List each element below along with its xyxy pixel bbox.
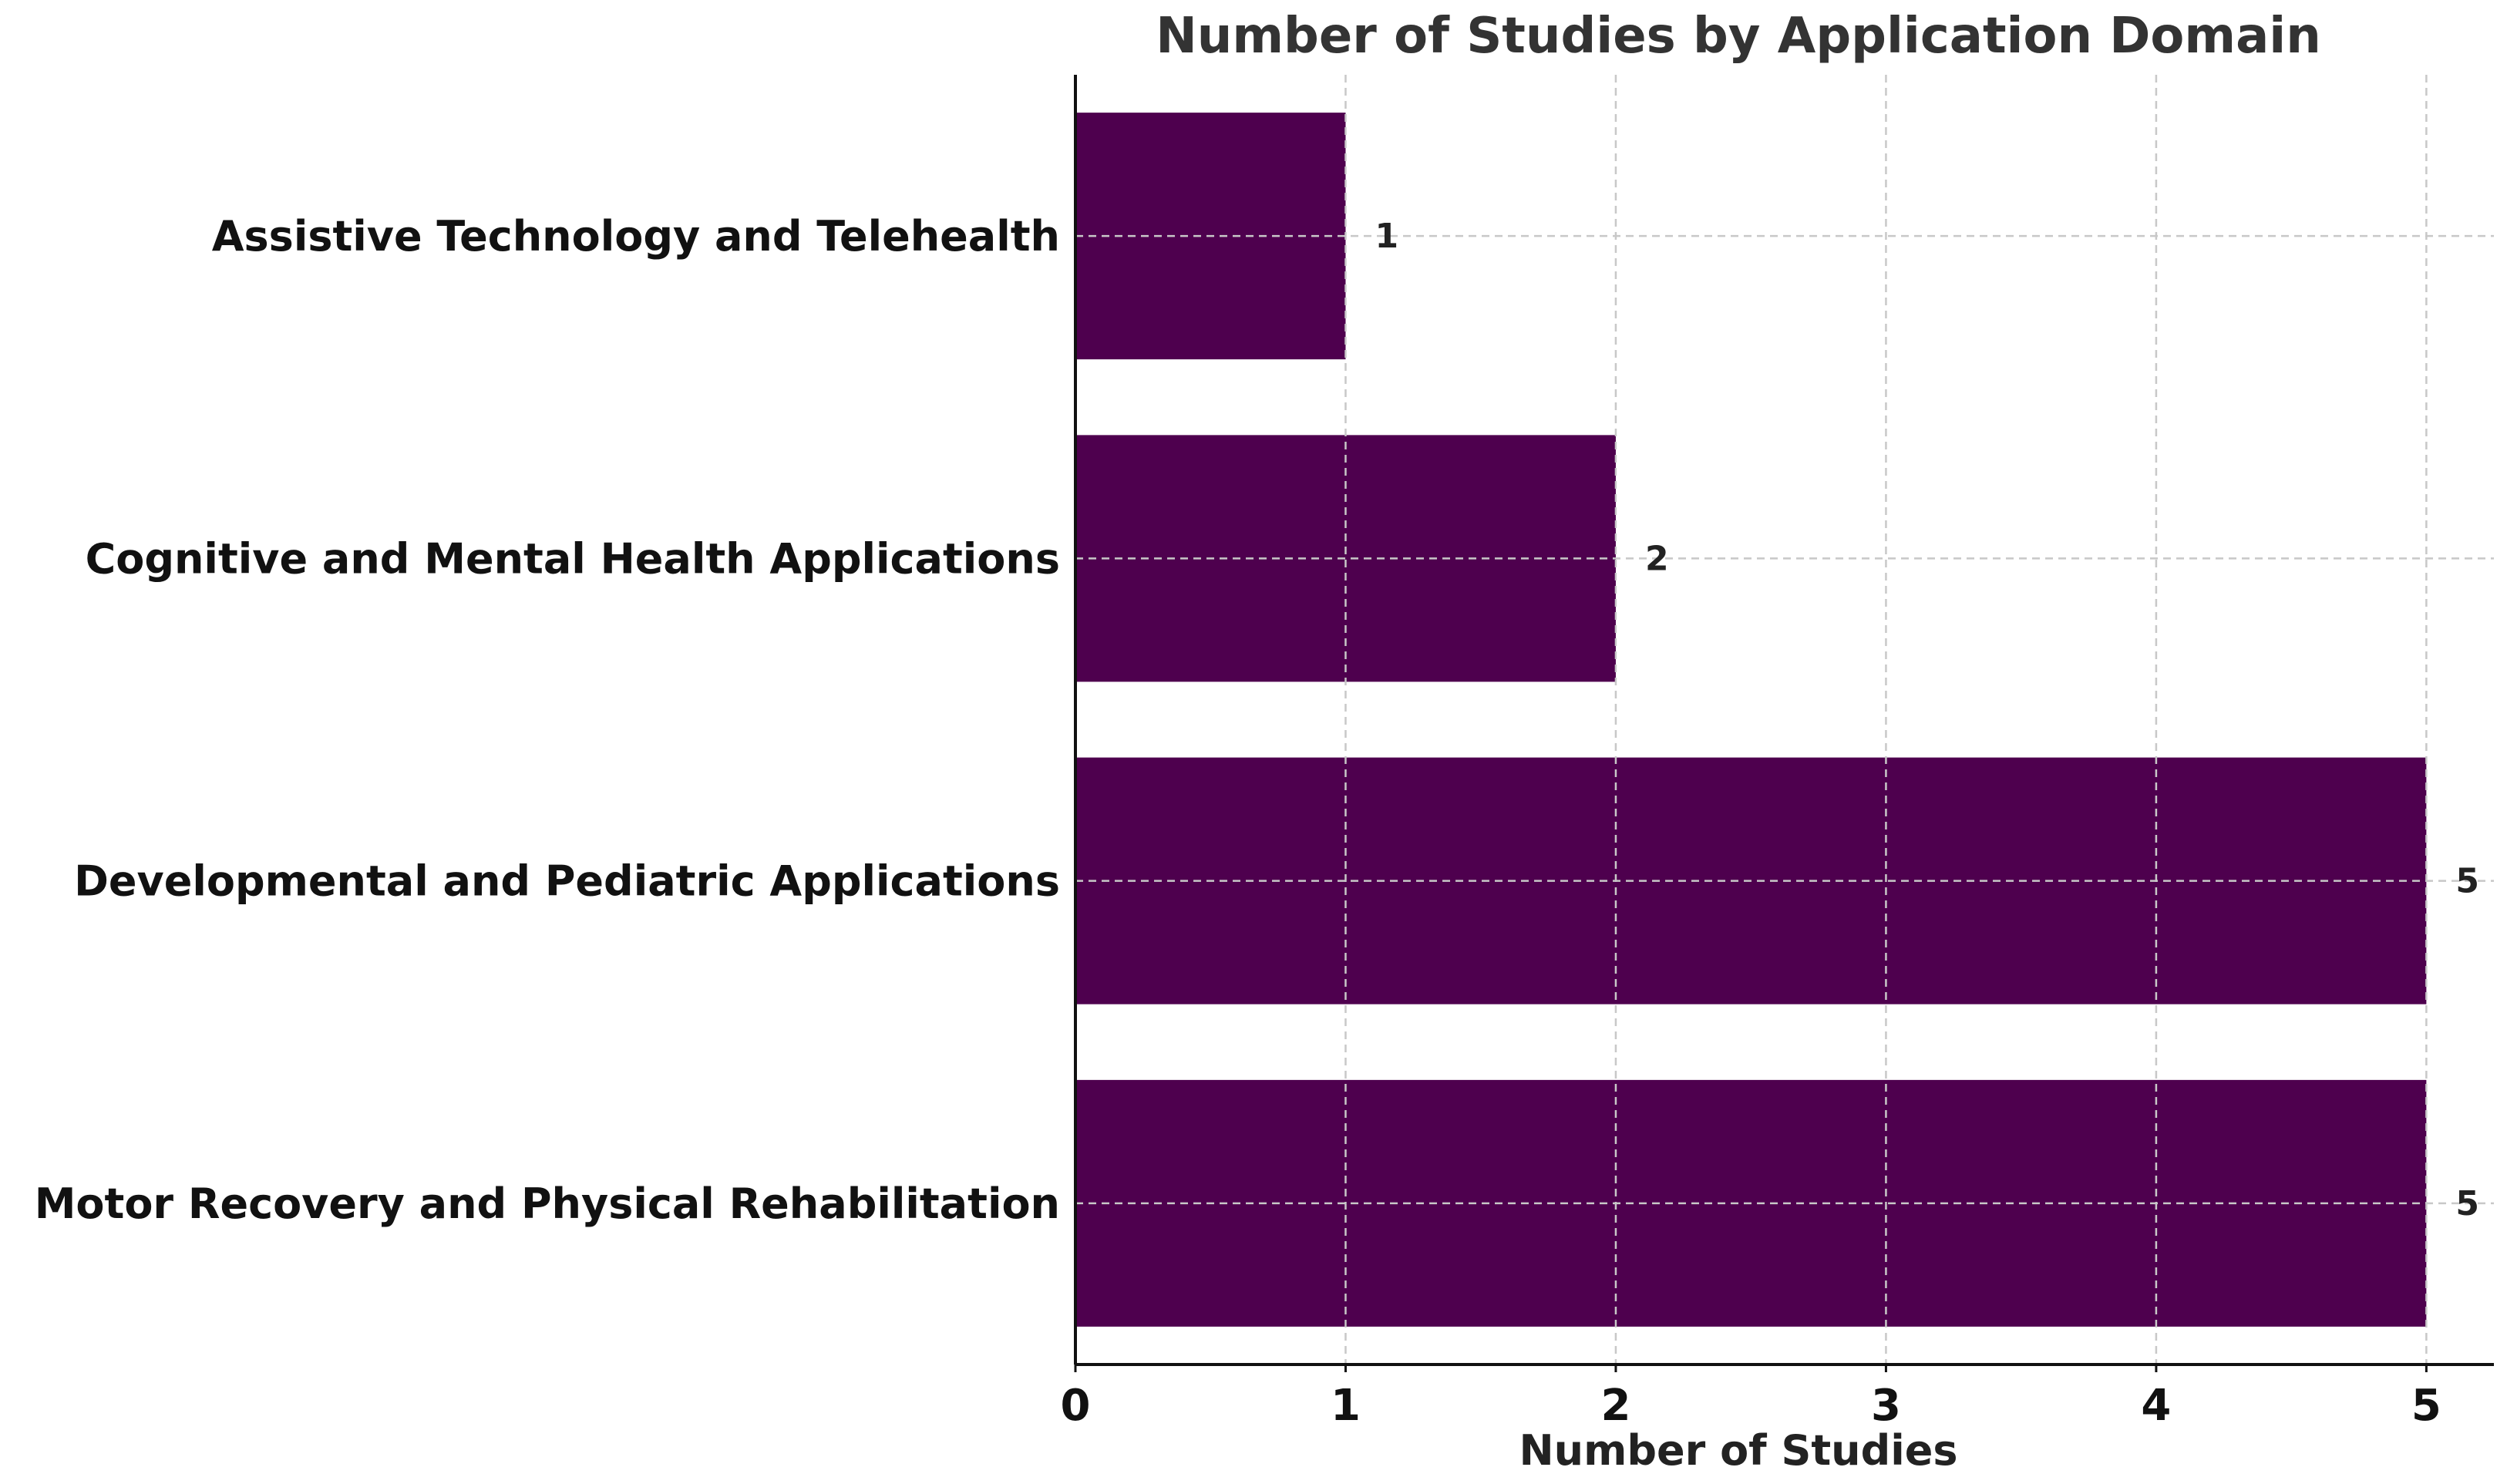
value-label: 2 (1645, 539, 1669, 578)
y-tick-label: Assistive Technology and Telehealth (212, 212, 1060, 261)
y-tick-label: Motor Recovery and Physical Rehabilitati… (35, 1179, 1060, 1228)
x-tick-label: 0 (1061, 1381, 1091, 1431)
x-tick-label: 2 (1600, 1381, 1630, 1431)
labels: 0 1 2 3 4 5 Motor Recovery and Physical Rehabi… (35, 212, 2479, 1431)
axes (1074, 75, 2494, 1366)
x-tick-label: 1 (1331, 1381, 1361, 1431)
chart-title: Number of Studies by Application Domain (1156, 8, 2321, 65)
x-tick-label: 3 (1871, 1381, 1901, 1431)
y-tick-label: Developmental and Pediatric Applications (74, 857, 1060, 906)
value-label: 5 (2455, 862, 2479, 901)
y-tick-label: Cognitive and Mental Health Applications (86, 534, 1060, 583)
value-label: 5 (2455, 1184, 2479, 1223)
value-label: 1 (1375, 217, 1398, 256)
bars (1075, 113, 2427, 1327)
x-tick-label: 4 (2141, 1381, 2171, 1431)
x-axis-label: Number of Studies (1519, 1426, 1957, 1475)
x-tick-label: 5 (2411, 1381, 2441, 1431)
